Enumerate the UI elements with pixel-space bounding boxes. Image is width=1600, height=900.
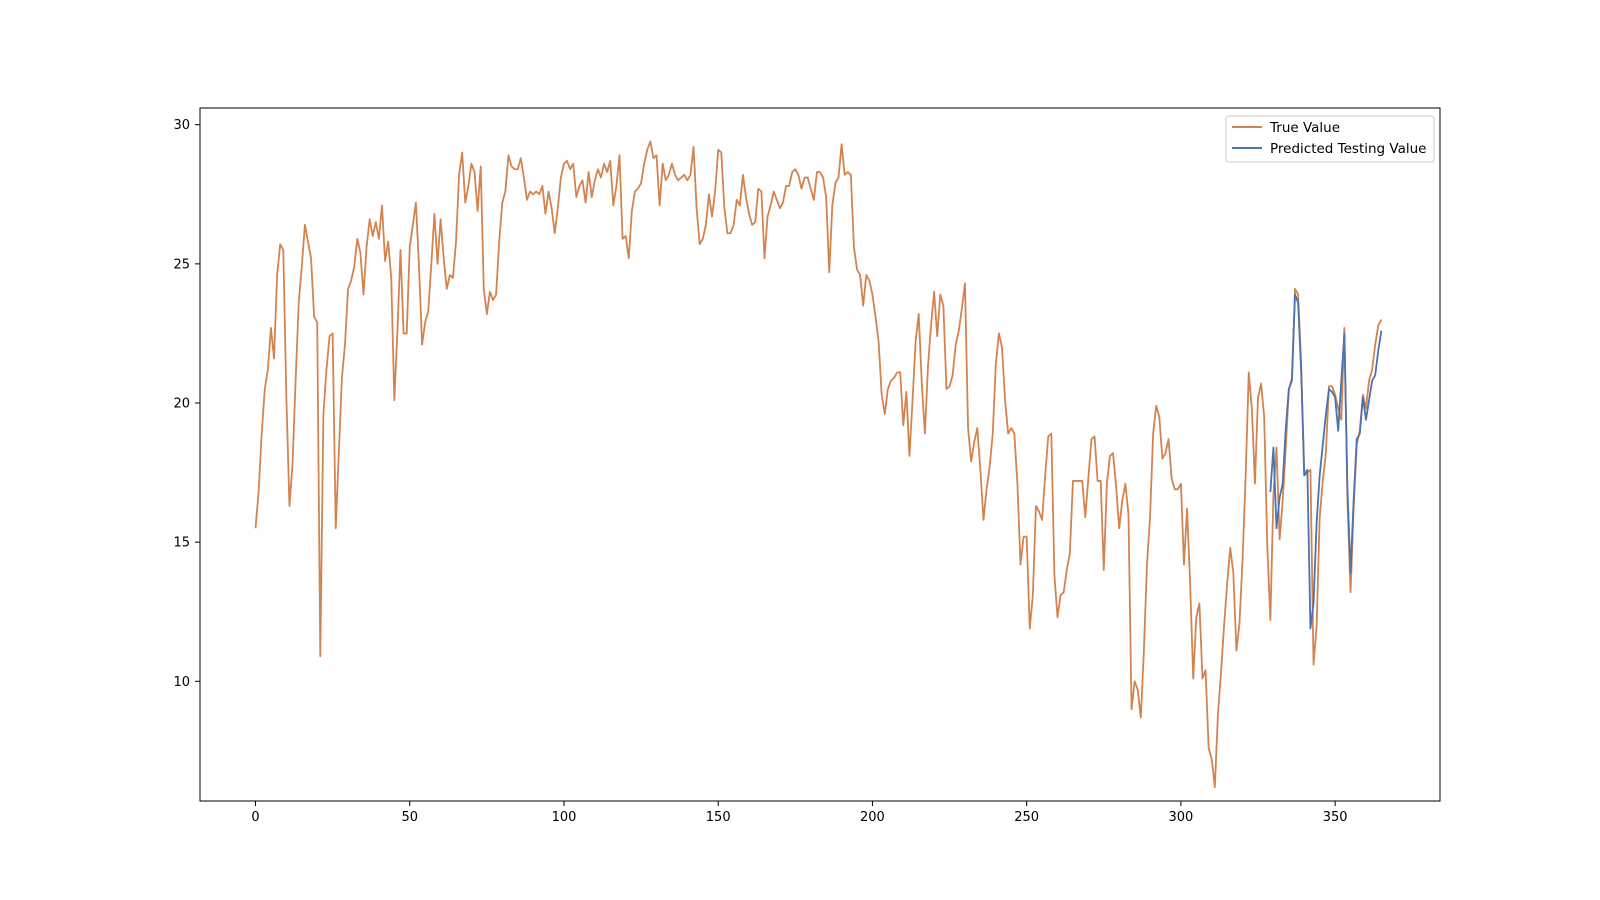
x-tick-label: 300: [1168, 810, 1193, 825]
y-tick-label: 30: [173, 118, 190, 133]
x-tick-label: 50: [401, 810, 418, 825]
x-tick-label: 150: [706, 810, 731, 825]
x-axis: 0 50 100 150 200 250 300 350: [251, 801, 1348, 825]
legend-label-predicted: Predicted Testing Value: [1270, 141, 1427, 157]
x-tick-label: 350: [1323, 810, 1348, 825]
y-tick-label: 25: [173, 257, 190, 272]
legend-label-true-value: True Value: [1269, 120, 1340, 136]
series-layer: [254, 140, 1383, 788]
y-tick-label: 10: [173, 675, 190, 690]
x-tick-label: 200: [860, 810, 885, 825]
legend-box: [1225, 115, 1435, 163]
x-tick-label: 250: [1014, 810, 1039, 825]
series-line-true-value: [254, 140, 1383, 788]
legend: True Value Predicted Testing Value: [1225, 115, 1435, 163]
x-tick-label: 0: [251, 810, 259, 825]
y-axis: 10 15 20 25 30: [173, 118, 200, 690]
y-tick-label: 20: [173, 397, 190, 412]
series-line-predicted-testing-value: [1269, 293, 1383, 630]
x-tick-label: 100: [552, 810, 577, 825]
y-tick-label: 15: [173, 536, 190, 551]
plot-frame: [199, 107, 1441, 802]
